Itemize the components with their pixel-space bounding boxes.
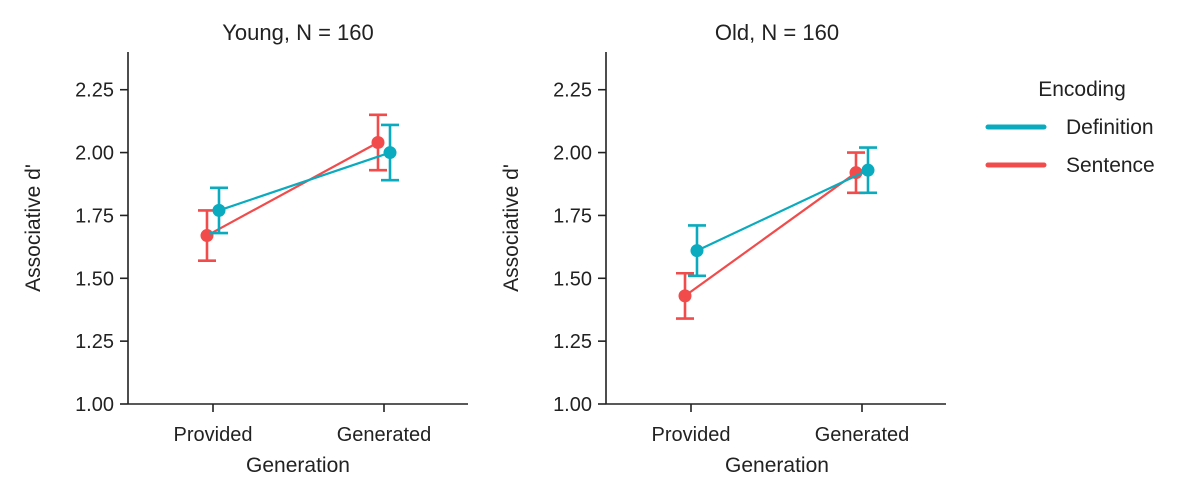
- data-point-definition: [861, 163, 875, 177]
- legend: Encoding Definition Sentence: [985, 78, 1155, 177]
- x-tick-label: Provided: [652, 424, 731, 446]
- data-point-sentence: [678, 289, 692, 303]
- y-tick-label: 2.00: [75, 143, 114, 165]
- data-point-definition: [212, 203, 226, 217]
- series-line-definition: [696, 169, 869, 252]
- x-axis-label: Generation: [725, 454, 829, 477]
- data-point-sentence: [200, 229, 214, 243]
- x-tick-label: Generated: [337, 424, 432, 446]
- data-point-sentence: [371, 136, 385, 150]
- y-tick-label: 2.25: [553, 80, 592, 102]
- y-axis-label: Associative d': [22, 164, 45, 292]
- series-definition: [688, 146, 877, 278]
- panel-title: Young, N = 160: [222, 20, 374, 45]
- data-point-definition: [690, 244, 704, 258]
- y-tick-label: 2.00: [553, 143, 592, 165]
- legend-label-definition: Definition: [1066, 116, 1154, 139]
- series-line-sentence: [206, 141, 379, 237]
- series-line-sentence: [684, 171, 857, 297]
- legend-title: Encoding: [1038, 78, 1126, 101]
- y-tick-label: 1.00: [553, 394, 592, 416]
- x-tick-label: Generated: [815, 424, 910, 446]
- y-tick-label: 1.75: [75, 205, 114, 227]
- y-tick-label: 1.50: [553, 268, 592, 290]
- series-line-definition: [218, 151, 391, 212]
- panel-title: Old, N = 160: [715, 20, 839, 45]
- y-axis-label: Associative d': [500, 164, 523, 292]
- panel-young: Young, N = 160 1.001.251.501.752.002.25 …: [22, 20, 468, 477]
- data-point-definition: [383, 146, 397, 160]
- y-tick-label: 1.00: [75, 394, 114, 416]
- panel-old: Old, N = 160 1.00 1.25 1.50 1.75 2.00 2.25 Pr…: [500, 20, 946, 477]
- data-point-sentence: [849, 166, 863, 180]
- y-tick-label: 2.25: [75, 80, 114, 102]
- legend-label-sentence: Sentence: [1066, 154, 1155, 177]
- series-definition: [210, 123, 399, 235]
- y-tick-label: 1.75: [553, 205, 592, 227]
- y-tick-label: 1.25: [553, 331, 592, 353]
- series-sentence: [676, 151, 865, 320]
- y-tick-label: 1.50: [75, 268, 114, 290]
- x-axis-label: Generation: [246, 454, 350, 477]
- y-tick-label: 1.25: [75, 331, 114, 353]
- x-tick-label: Provided: [174, 424, 253, 446]
- series-sentence: [198, 113, 387, 262]
